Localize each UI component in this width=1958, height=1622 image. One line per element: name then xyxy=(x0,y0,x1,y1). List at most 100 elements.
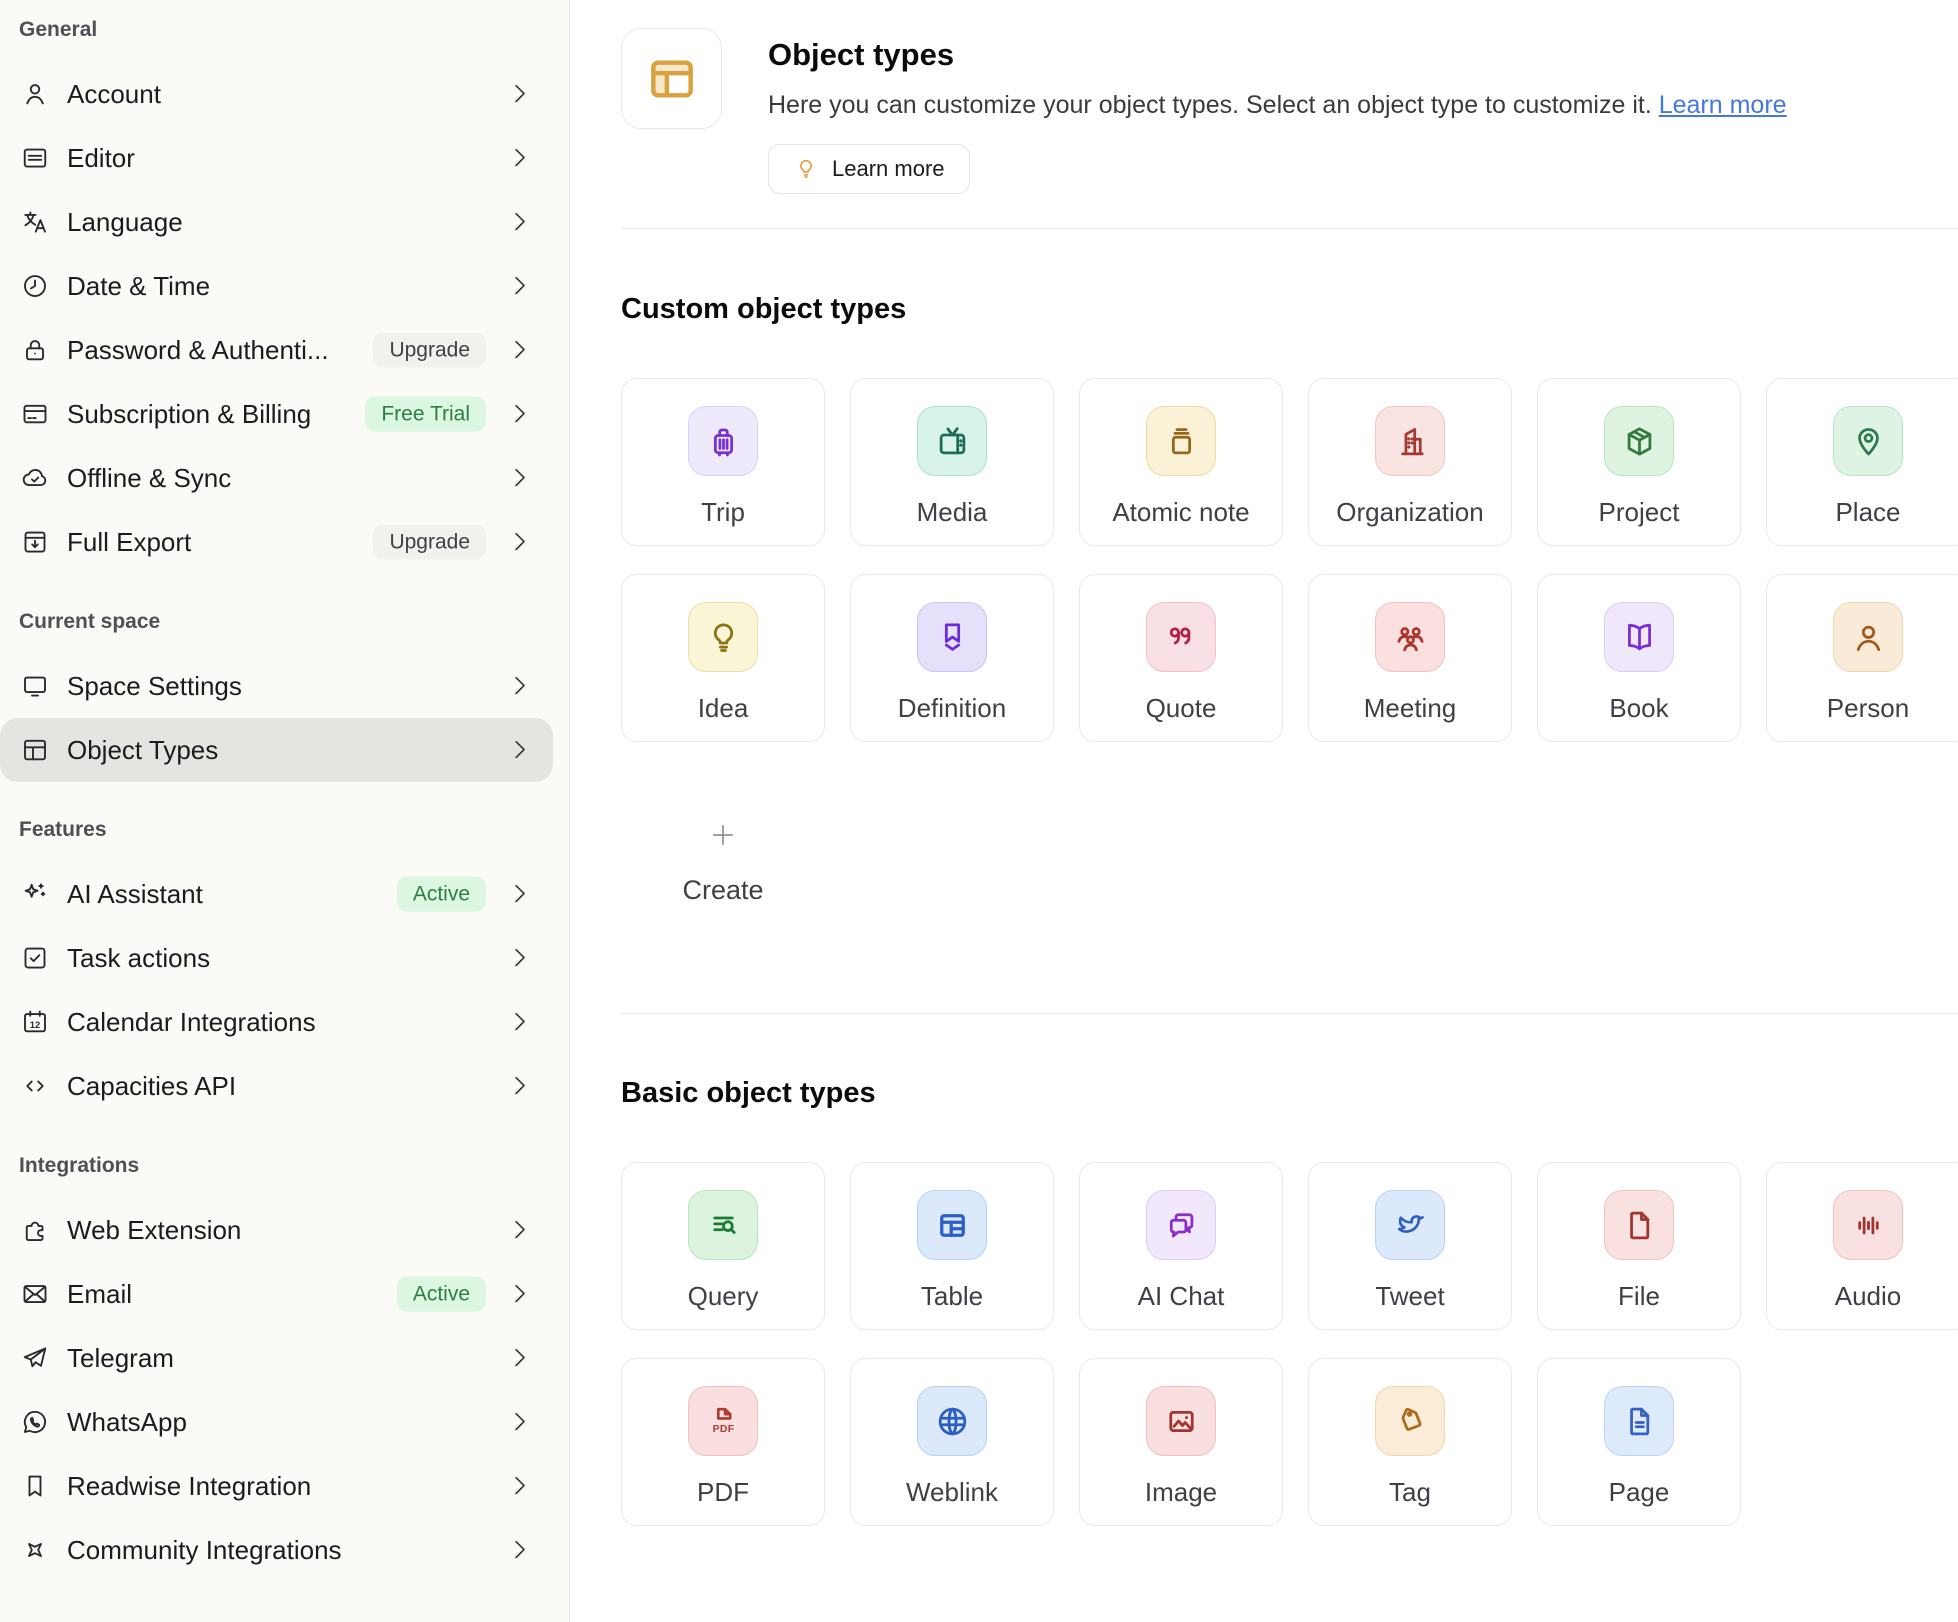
chevron-right-icon xyxy=(506,740,525,759)
sidebar-item-password[interactable]: Password & Authenti... Upgrade xyxy=(0,318,569,382)
object-type-card-book[interactable]: Book xyxy=(1537,574,1741,742)
sidebar-item-full-export[interactable]: Full Export Upgrade xyxy=(0,510,569,574)
object-type-card-definition[interactable]: Definition xyxy=(850,574,1054,742)
object-type-card-tweet[interactable]: Tweet xyxy=(1308,1162,1512,1330)
sidebar-item-object-types[interactable]: Object Types xyxy=(0,718,553,782)
cube-icon xyxy=(1604,406,1674,476)
sidebar-item-label: Capacities API xyxy=(67,1070,237,1101)
sidebar-item-account[interactable]: Account xyxy=(0,62,569,126)
sidebar-item-web-extension[interactable]: Web Extension xyxy=(0,1198,569,1262)
learn-more-button[interactable]: Learn more xyxy=(768,144,970,194)
object-type-card-tag[interactable]: Tag xyxy=(1308,1358,1512,1526)
sidebar-item-space-settings[interactable]: Space Settings xyxy=(0,654,569,718)
sidebar-item-language[interactable]: Language xyxy=(0,190,569,254)
sidebar-item-email[interactable]: Email Active xyxy=(0,1262,569,1326)
bookmark-ribbon-icon xyxy=(917,602,987,672)
object-type-card-weblink[interactable]: Weblink xyxy=(850,1358,1054,1526)
svg-text:PDF: PDF xyxy=(712,1423,734,1434)
object-type-card-atomic-note[interactable]: Atomic note xyxy=(1079,378,1283,546)
object-type-label: Quote xyxy=(1145,693,1217,723)
object-type-card-media[interactable]: Media xyxy=(850,378,1054,546)
learn-more-button-label: Learn more xyxy=(832,156,945,181)
note-stack-icon xyxy=(1146,406,1216,476)
chevron-right-icon xyxy=(506,340,525,359)
object-type-label: Project xyxy=(1598,497,1680,527)
custom-object-types-grid: Trip Media Atomic note Organization Proj… xyxy=(621,378,1958,742)
sidebar-section-features: Features xyxy=(19,818,107,841)
object-type-card-trip[interactable]: Trip xyxy=(621,378,825,546)
sidebar-item-community-integrations[interactable]: Community Integrations xyxy=(0,1518,569,1582)
custom-object-types-heading: Custom object types xyxy=(621,293,907,325)
sidebar-item-label: Community Integrations xyxy=(67,1534,342,1565)
object-type-card-pdf[interactable]: PDF PDF xyxy=(621,1358,825,1526)
object-type-label: Idea xyxy=(697,693,749,723)
chevron-right-icon xyxy=(506,1012,525,1031)
user-icon xyxy=(20,79,50,109)
chevron-right-icon xyxy=(506,1348,525,1367)
whatsapp-icon xyxy=(20,1407,50,1437)
sidebar-item-calendar-integrations[interactable]: 12 Calendar Integrations xyxy=(0,990,569,1054)
sidebar-item-label: Calendar Integrations xyxy=(67,1006,316,1037)
object-type-card-project[interactable]: Project xyxy=(1537,378,1741,546)
tv-icon xyxy=(917,406,987,476)
sidebar-item-readwise[interactable]: Readwise Integration xyxy=(0,1454,569,1518)
object-type-card-meeting[interactable]: Meeting xyxy=(1308,574,1512,742)
sidebar-item-label: Object Types xyxy=(67,734,219,765)
sidebar-item-date-time[interactable]: Date & Time xyxy=(0,254,569,318)
object-type-label: Audio xyxy=(1834,1281,1902,1311)
clock-icon xyxy=(20,271,50,301)
chevron-right-icon xyxy=(506,148,525,167)
object-type-label: Book xyxy=(1609,693,1669,723)
free-trial-badge: Free Trial xyxy=(365,396,486,432)
chevron-right-icon xyxy=(506,1076,525,1095)
page-description: Here you can customize your object types… xyxy=(768,90,1787,120)
lightbulb-icon xyxy=(800,159,812,178)
chevron-right-icon xyxy=(506,1540,525,1559)
sidebar-item-telegram[interactable]: Telegram xyxy=(0,1326,569,1390)
calendar-icon: 12 xyxy=(20,1007,50,1037)
object-type-card-audio[interactable]: Audio xyxy=(1766,1162,1958,1330)
chevron-right-icon xyxy=(506,84,525,103)
sidebar-item-capacities-api[interactable]: Capacities API xyxy=(0,1054,569,1118)
checkbox-icon xyxy=(20,943,50,973)
chat-bubbles-icon xyxy=(1146,1190,1216,1260)
object-type-card-image[interactable]: Image xyxy=(1079,1358,1283,1526)
sidebar-item-label: Space Settings xyxy=(67,670,242,701)
object-type-label: Person xyxy=(1826,693,1910,723)
object-type-card-query[interactable]: Query xyxy=(621,1162,825,1330)
learn-more-link[interactable]: Learn more xyxy=(1658,91,1787,119)
building-icon xyxy=(1375,406,1445,476)
object-type-label: Trip xyxy=(701,497,745,527)
sidebar-item-label: Date & Time xyxy=(67,270,211,301)
object-type-label: File xyxy=(1618,1281,1660,1311)
object-type-card-idea[interactable]: Idea xyxy=(621,574,825,742)
sidebar-item-offline-sync[interactable]: Offline & Sync xyxy=(0,446,569,510)
object-type-card-page[interactable]: Page xyxy=(1537,1358,1741,1526)
sidebar-item-label: Subscription & Billing xyxy=(67,398,312,429)
sidebar-item-whatsapp[interactable]: WhatsApp xyxy=(0,1390,569,1454)
object-type-card-quote[interactable]: Quote xyxy=(1079,574,1283,742)
page-description-text: Here you can customize your object types… xyxy=(768,91,1652,119)
object-type-card-organization[interactable]: Organization xyxy=(1308,378,1512,546)
upgrade-badge: Upgrade xyxy=(373,524,486,560)
object-type-card-ai-chat[interactable]: AI Chat xyxy=(1079,1162,1283,1330)
sidebar-item-label: Offline & Sync xyxy=(67,462,232,493)
sidebar-item-subscription[interactable]: Subscription & Billing Free Trial xyxy=(0,382,569,446)
object-type-card-person[interactable]: Person xyxy=(1766,574,1958,742)
credit-card-icon xyxy=(20,399,50,429)
object-type-label: Table xyxy=(920,1281,984,1311)
sidebar-item-ai-assistant[interactable]: AI Assistant Active xyxy=(0,862,569,926)
object-type-label: Place xyxy=(1835,497,1901,527)
object-type-card-file[interactable]: File xyxy=(1537,1162,1741,1330)
object-type-label: Organization xyxy=(1336,497,1484,527)
page-title: Object types xyxy=(768,37,955,72)
sidebar-item-task-actions[interactable]: Task actions xyxy=(0,926,569,990)
upgrade-badge: Upgrade xyxy=(373,332,486,368)
create-object-type-button[interactable]: Create xyxy=(621,820,825,906)
basic-object-types-grid: Query Table AI Chat Tweet File Audio PDF… xyxy=(621,1162,1958,1526)
chevron-right-icon xyxy=(506,884,525,903)
sidebar-item-editor[interactable]: Editor xyxy=(0,126,569,190)
object-type-label: Image xyxy=(1144,1477,1218,1507)
object-type-card-place[interactable]: Place xyxy=(1766,378,1958,546)
object-type-card-table[interactable]: Table xyxy=(850,1162,1054,1330)
